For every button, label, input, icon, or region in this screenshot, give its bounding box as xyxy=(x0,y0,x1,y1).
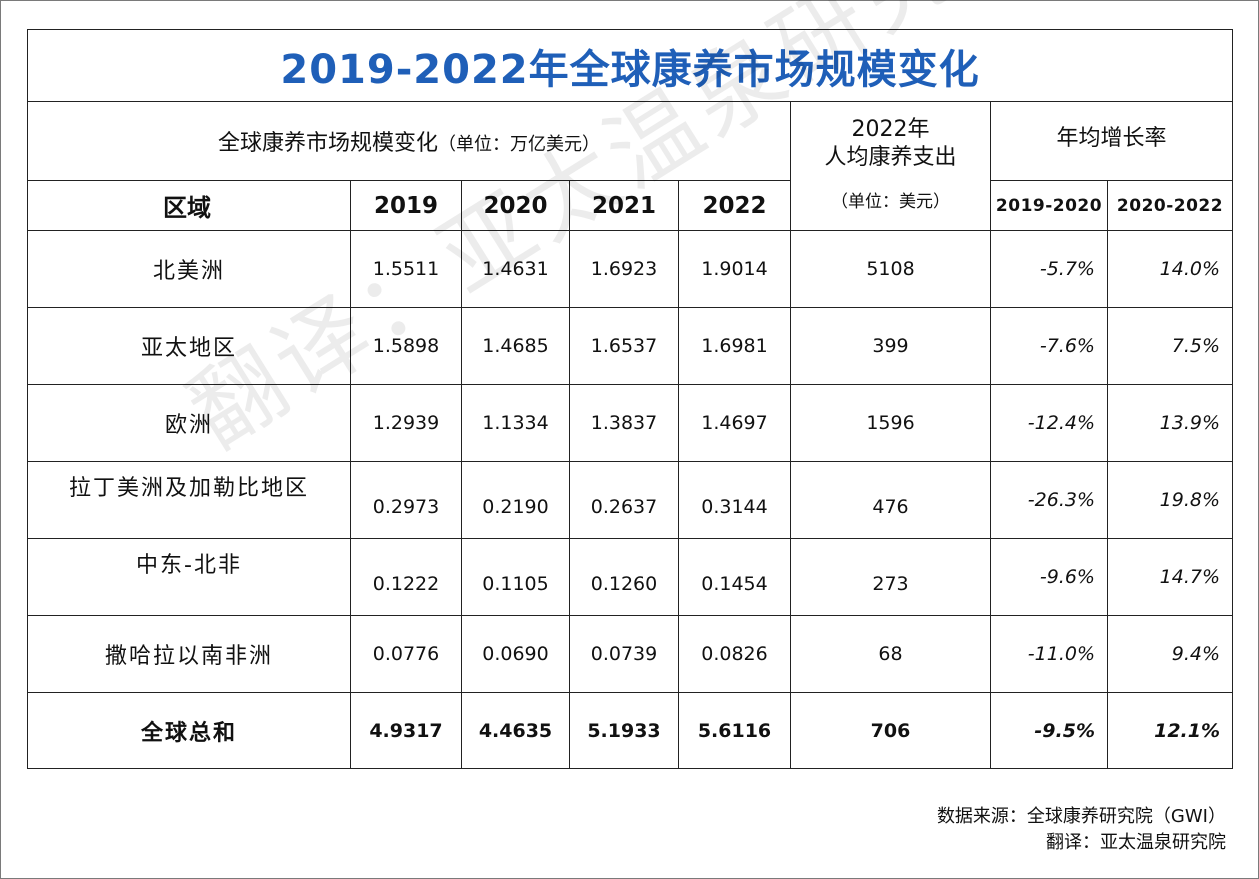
wellness-market-table: 2019-2022年全球康养市场规模变化 全球康养市场规模变化（单位：万亿美元）… xyxy=(26,29,1234,769)
value-2021: 1.3837 xyxy=(569,384,679,462)
market-size-header: 全球康养市场规模变化（单位：万亿美元） xyxy=(27,101,791,181)
total-2021: 5.1933 xyxy=(569,692,679,769)
value-2021: 0.2637 xyxy=(569,461,679,539)
source-note: 数据来源：全球康养研究院（GWI） 翻译：亚太温泉研究院 xyxy=(937,804,1226,856)
growth-2020-2022: 14.7% xyxy=(1106,538,1234,616)
growth-2019-2020: -12.4% xyxy=(990,384,1108,462)
per-capita-value: 273 xyxy=(790,538,991,616)
per-capita-label: 人均康养支出 xyxy=(824,145,957,170)
value-2020: 0.1105 xyxy=(461,538,570,616)
value-2019: 1.5511 xyxy=(350,230,462,308)
per-capita-unit: （单位：美元） xyxy=(831,192,950,212)
total-per-capita: 706 xyxy=(790,692,991,769)
growth-2019-2020: -26.3% xyxy=(990,461,1108,539)
value-2021: 1.6537 xyxy=(569,307,679,385)
value-2019: 1.5898 xyxy=(350,307,462,385)
value-2022: 1.6981 xyxy=(678,307,791,385)
region-name: 拉丁美洲及加勒比地区 xyxy=(27,461,351,539)
region-name: 撒哈拉以南非洲 xyxy=(27,615,351,693)
region-name: 欧洲 xyxy=(27,384,351,462)
year-header-2021: 2021 xyxy=(569,180,679,231)
total-growth-2019-2020: -9.5% xyxy=(990,692,1108,769)
value-2019: 0.1222 xyxy=(350,538,462,616)
per-capita-value: 1596 xyxy=(790,384,991,462)
table-row: 亚太地区 1.5898 1.4685 1.6537 1.6981 399 -7.… xyxy=(27,307,1234,385)
table-row: 中东-北非 0.1222 0.1105 0.1260 0.1454 273 -9… xyxy=(27,538,1234,616)
value-2022: 0.1454 xyxy=(678,538,791,616)
growth-2020-2022: 7.5% xyxy=(1106,307,1234,385)
per-capita-year: 2022年 xyxy=(851,117,930,142)
value-2019: 1.2939 xyxy=(350,384,462,462)
table-title: 2019-2022年全球康养市场规模变化 xyxy=(26,29,1234,102)
value-2022: 1.9014 xyxy=(678,230,791,308)
growth-2019-2020: -5.7% xyxy=(990,230,1108,308)
region-name: 北美洲 xyxy=(27,230,351,308)
value-2020: 1.4685 xyxy=(461,307,570,385)
total-2020: 4.4635 xyxy=(461,692,570,769)
per-capita-value: 476 xyxy=(790,461,991,539)
per-capita-value: 399 xyxy=(790,307,991,385)
value-2021: 0.0739 xyxy=(569,615,679,693)
value-2019: 0.0776 xyxy=(350,615,462,693)
total-row: 全球总和 4.9317 4.4635 5.1933 5.6116 706 -9.… xyxy=(27,692,1234,769)
value-2022: 1.4697 xyxy=(678,384,791,462)
total-2019: 4.9317 xyxy=(350,692,462,769)
market-size-unit: （单位：万亿美元） xyxy=(438,134,600,155)
per-capita-value: 5108 xyxy=(790,230,991,308)
growth-2019-2020: -11.0% xyxy=(990,615,1108,693)
growth-2020-2022: 13.9% xyxy=(1106,384,1234,462)
value-2020: 1.4631 xyxy=(461,230,570,308)
value-2022: 0.3144 xyxy=(678,461,791,539)
value-2021: 0.1260 xyxy=(569,538,679,616)
value-2022: 0.0826 xyxy=(678,615,791,693)
table-row: 北美洲 1.5511 1.4631 1.6923 1.9014 5108 -5.… xyxy=(27,230,1234,308)
total-growth-2020-2022: 12.1% xyxy=(1106,692,1234,769)
region-name: 亚太地区 xyxy=(27,307,351,385)
year-header-2020: 2020 xyxy=(461,180,570,231)
market-size-label: 全球康养市场规模变化 xyxy=(217,131,438,156)
value-2019: 0.2973 xyxy=(350,461,462,539)
per-capita-value: 68 xyxy=(790,615,991,693)
table-row: 欧洲 1.2939 1.1334 1.3837 1.4697 1596 -12.… xyxy=(27,384,1234,462)
value-2020: 1.1334 xyxy=(461,384,570,462)
table-row: 撒哈拉以南非洲 0.0776 0.0690 0.0739 0.0826 68 -… xyxy=(27,615,1234,693)
region-column-header: 区域 xyxy=(27,180,351,231)
region-name: 中东-北非 xyxy=(27,538,351,616)
per-capita-header: 2022年 人均康养支出 （单位：美元） xyxy=(790,101,991,231)
table-row: 拉丁美洲及加勒比地区 0.2973 0.2190 0.2637 0.3144 4… xyxy=(27,461,1234,539)
year-header-2022: 2022 xyxy=(678,180,791,231)
total-label: 全球总和 xyxy=(27,692,351,769)
value-2021: 1.6923 xyxy=(569,230,679,308)
growth-2019-2020: -9.6% xyxy=(990,538,1108,616)
year-header-2019: 2019 xyxy=(350,180,462,231)
period-header-2019-2020: 2019-2020 xyxy=(990,180,1108,231)
value-2020: 0.0690 xyxy=(461,615,570,693)
growth-2020-2022: 19.8% xyxy=(1106,461,1234,539)
growth-rate-header: 年均增长率 xyxy=(989,101,1234,181)
period-header-2020-2022: 2020-2022 xyxy=(1106,180,1234,231)
translation-credit: 翻译：亚太温泉研究院 xyxy=(1046,832,1226,853)
value-2020: 0.2190 xyxy=(461,461,570,539)
growth-2019-2020: -7.6% xyxy=(990,307,1108,385)
growth-2020-2022: 9.4% xyxy=(1106,615,1234,693)
total-2022: 5.6116 xyxy=(678,692,791,769)
data-source: 数据来源：全球康养研究院（GWI） xyxy=(936,806,1226,827)
growth-2020-2022: 14.0% xyxy=(1106,230,1234,308)
